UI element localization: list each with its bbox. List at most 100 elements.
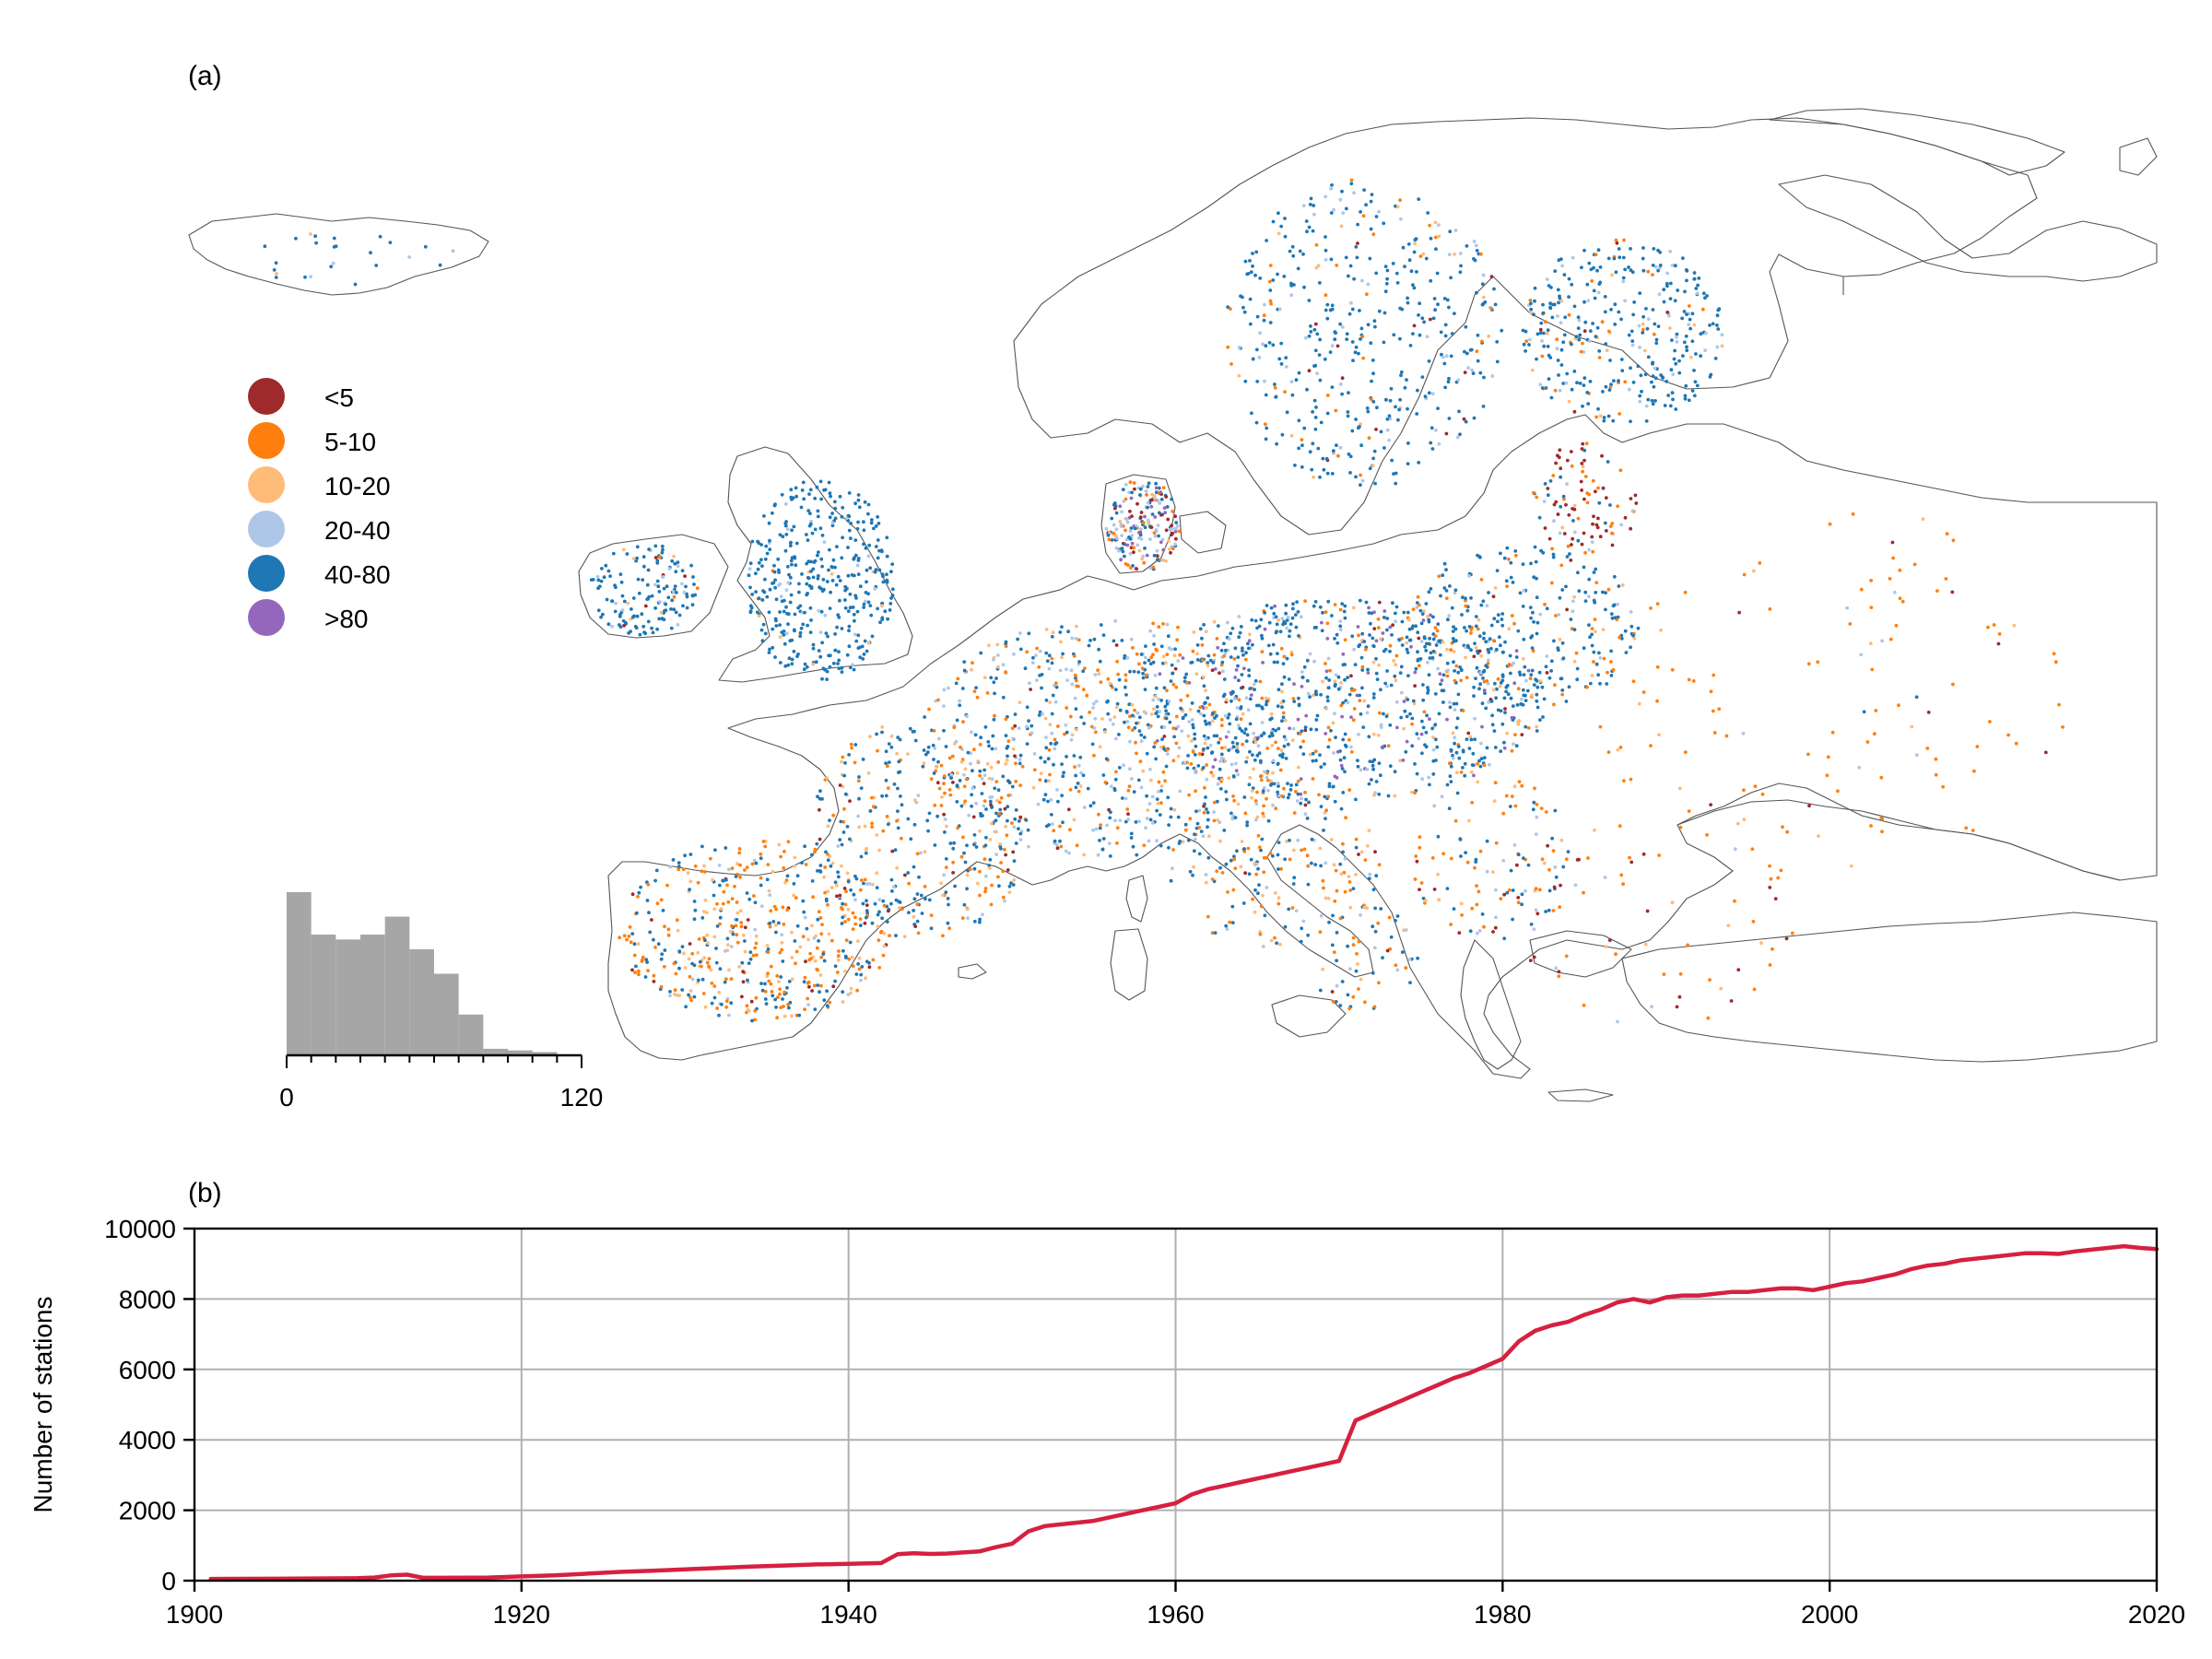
- station-point: [856, 646, 861, 650]
- station-point: [942, 782, 946, 785]
- station-point: [1486, 662, 1490, 665]
- station-point: [313, 234, 317, 239]
- station-point: [1456, 745, 1461, 748]
- station-point: [1063, 732, 1066, 736]
- station-point: [712, 935, 717, 939]
- station-point: [1310, 837, 1314, 841]
- station-point: [1659, 628, 1663, 632]
- station-point: [1588, 681, 1593, 686]
- station-point: [1407, 958, 1412, 961]
- station-point: [1529, 616, 1533, 620]
- station-point: [1229, 631, 1233, 636]
- station-point: [857, 967, 862, 971]
- station-point: [1705, 833, 1709, 837]
- station-point: [890, 889, 894, 893]
- station-point: [1391, 262, 1395, 265]
- station-point: [1114, 688, 1118, 691]
- station-point: [1646, 269, 1651, 274]
- station-point: [826, 824, 830, 829]
- station-point: [1520, 697, 1524, 701]
- station-point: [1241, 666, 1246, 671]
- station-point: [889, 596, 893, 600]
- station-point: [912, 897, 917, 901]
- station-point: [1575, 381, 1579, 385]
- station-point: [806, 559, 811, 564]
- station-point: [958, 699, 961, 703]
- station-point: [1218, 671, 1221, 676]
- station-point: [845, 825, 850, 829]
- station-point: [1512, 843, 1517, 847]
- station-point: [1388, 643, 1393, 648]
- station-point: [929, 926, 934, 931]
- station-point: [1693, 380, 1698, 384]
- station-point: [1365, 711, 1370, 715]
- station-point: [972, 842, 976, 847]
- station-point: [1459, 678, 1464, 683]
- station-point: [1408, 981, 1412, 984]
- station-point: [1176, 724, 1181, 729]
- station-point: [1388, 625, 1393, 629]
- station-point: [1074, 773, 1077, 778]
- station-point: [774, 1006, 778, 1009]
- station-point: [1567, 295, 1571, 299]
- station-point: [1535, 912, 1540, 916]
- station-point: [1357, 633, 1360, 638]
- station-point: [1469, 628, 1474, 631]
- station-point: [1227, 637, 1231, 641]
- station-point: [961, 835, 965, 840]
- station-point: [1561, 656, 1566, 661]
- station-point: [1388, 649, 1392, 653]
- station-point: [1418, 888, 1421, 891]
- station-point: [1631, 679, 1636, 684]
- station-point: [819, 983, 823, 988]
- station-point: [1259, 778, 1264, 782]
- station-point: [1496, 619, 1500, 624]
- station-point: [1612, 603, 1617, 607]
- station-point: [745, 1004, 749, 1008]
- station-point: [1171, 510, 1174, 513]
- station-point: [835, 545, 839, 548]
- station-point: [1379, 637, 1382, 641]
- station-point: [1360, 686, 1364, 690]
- station-point: [1407, 258, 1412, 263]
- station-point: [1219, 648, 1224, 653]
- station-point: [618, 572, 623, 576]
- station-point: [1240, 840, 1244, 843]
- station-point: [1256, 833, 1261, 838]
- station-point: [1631, 381, 1636, 384]
- station-point: [1210, 877, 1215, 881]
- station-point: [846, 993, 851, 996]
- station-point: [1859, 587, 1864, 592]
- station-point: [805, 593, 809, 597]
- station-point: [1370, 193, 1374, 197]
- station-point: [1250, 618, 1254, 622]
- station-point: [1530, 634, 1535, 638]
- station-point: [1456, 692, 1461, 697]
- station-point: [1607, 388, 1612, 392]
- station-point: [1398, 397, 1402, 402]
- station-point: [1712, 731, 1717, 735]
- station-point: [1545, 606, 1549, 611]
- station-point: [849, 742, 853, 747]
- station-point: [1427, 641, 1431, 646]
- station-point: [1472, 773, 1476, 778]
- station-point: [853, 553, 858, 558]
- station-point: [1485, 839, 1489, 843]
- station-point: [1656, 324, 1661, 328]
- station-point: [1592, 514, 1595, 519]
- station-point: [635, 556, 639, 560]
- station-point: [735, 862, 739, 866]
- station-point: [747, 573, 751, 578]
- station-point: [1567, 512, 1571, 517]
- station-point: [1366, 282, 1371, 287]
- station-point: [1014, 808, 1018, 812]
- station-point: [1447, 806, 1452, 811]
- station-point: [1315, 332, 1320, 336]
- station-point: [996, 760, 1001, 764]
- station-point: [1359, 850, 1364, 854]
- station-point: [1480, 339, 1484, 344]
- station-point: [963, 799, 967, 804]
- station-point: [1097, 672, 1101, 677]
- station-point: [1685, 312, 1688, 316]
- station-point: [684, 1005, 688, 1009]
